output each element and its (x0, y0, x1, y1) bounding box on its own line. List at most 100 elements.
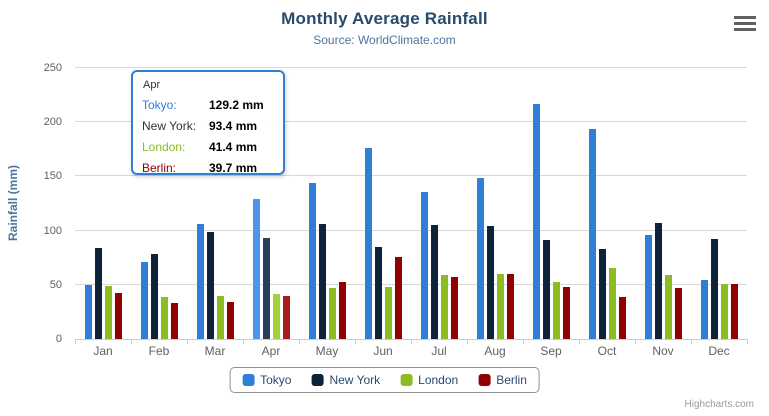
bar-new-york-feb[interactable] (150, 253, 158, 339)
x-axis-tick (579, 339, 580, 344)
bar-group-dec (700, 238, 738, 339)
bar-london-dec[interactable] (720, 283, 728, 339)
y-tick-label: 0 (55, 333, 62, 345)
hamburger-icon (734, 16, 756, 19)
bar-new-york-jul[interactable] (430, 225, 438, 339)
bar-tokyo-dec[interactable] (700, 280, 708, 339)
tooltip-row-london: London: 41.4 mm (142, 136, 274, 157)
y-tick-label: 50 (49, 278, 62, 291)
x-axis-tick (411, 339, 412, 344)
bar-tokyo-aug[interactable] (476, 178, 484, 339)
bar-new-york-oct[interactable] (598, 248, 606, 339)
x-category-label: Jul (431, 344, 447, 358)
x-category-label: Apr (261, 344, 281, 358)
bar-group-nov (644, 223, 682, 339)
highcharts-credit[interactable]: Highcharts.com (684, 399, 754, 410)
bar-group-feb (140, 253, 178, 339)
bar-berlin-mar[interactable] (226, 301, 234, 339)
bar-tokyo-jun[interactable] (364, 148, 372, 339)
x-category-label: Aug (484, 344, 506, 358)
legend-symbol-new-york (311, 374, 324, 386)
tooltip-series-label: Tokyo: (142, 97, 177, 112)
gridline-50 (75, 283, 747, 285)
chart-subtitle: Source: WorldClimate.com (313, 33, 456, 47)
legend-item-berlin[interactable]: Berlin (478, 373, 527, 387)
bar-london-may[interactable] (328, 288, 336, 339)
bar-new-york-aug[interactable] (486, 225, 494, 339)
bar-london-jun[interactable] (384, 286, 392, 339)
bar-new-york-may[interactable] (318, 224, 326, 339)
bar-group-jul (420, 192, 458, 339)
bar-group-may (308, 182, 346, 339)
bar-tokyo-nov[interactable] (644, 235, 652, 339)
bar-london-mar[interactable] (216, 296, 224, 339)
legend-label: Tokyo (260, 373, 292, 387)
bar-london-oct[interactable] (608, 268, 616, 339)
bar-berlin-jul[interactable] (450, 276, 458, 339)
bar-tokyo-feb[interactable] (140, 261, 148, 339)
tooltip-row-berlin: Berlin: 39.7 mm (142, 157, 274, 178)
bar-berlin-feb[interactable] (170, 303, 178, 339)
legend-label: London (418, 373, 459, 387)
bar-new-york-mar[interactable] (206, 232, 214, 339)
bar-london-jul[interactable] (440, 275, 448, 339)
gridline-250 (75, 67, 747, 68)
legend-item-tokyo[interactable]: Tokyo (242, 373, 291, 387)
x-axis-tick (187, 339, 188, 344)
bar-new-york-jan[interactable] (94, 248, 102, 339)
bar-tokyo-apr[interactable] (252, 198, 260, 339)
hamburger-icon (734, 28, 756, 31)
bar-group-apr (252, 198, 290, 339)
bar-group-mar (196, 223, 234, 339)
tooltip: Apr Tokyo: 129.2 mm New York: 93.4 mm London… (131, 70, 285, 175)
tooltip-series-value: 41.4 mm (209, 139, 258, 154)
bar-berlin-dec[interactable] (730, 283, 738, 339)
bar-tokyo-jul[interactable] (420, 192, 428, 339)
bar-berlin-aug[interactable] (506, 273, 514, 339)
bar-tokyo-may[interactable] (308, 182, 316, 339)
bar-new-york-apr[interactable] (262, 237, 270, 339)
legend-item-new-york[interactable]: New York (311, 373, 380, 387)
chart-title: Monthly Average Rainfall (281, 9, 488, 28)
tooltip-series-value: 93.4 mm (209, 118, 258, 133)
bar-new-york-nov[interactable] (654, 223, 662, 339)
hamburger-icon (734, 22, 756, 25)
x-axis-tick (299, 339, 300, 344)
legend: Tokyo New York London Berlin (229, 367, 540, 393)
tooltip-series-label: Berlin: (142, 160, 177, 175)
bar-london-aug[interactable] (496, 274, 504, 339)
bar-tokyo-mar[interactable] (196, 223, 204, 339)
bar-berlin-nov[interactable] (674, 288, 682, 339)
bar-tokyo-jan[interactable] (84, 284, 92, 339)
bar-berlin-may[interactable] (338, 282, 346, 339)
bar-new-york-jun[interactable] (374, 247, 382, 339)
x-axis-tick (747, 339, 748, 344)
bar-new-york-sep[interactable] (542, 240, 550, 339)
bar-london-feb[interactable] (160, 296, 168, 339)
bar-london-nov[interactable] (664, 274, 672, 339)
legend-symbol-tokyo (242, 374, 255, 386)
x-category-label: Feb (148, 344, 170, 358)
bar-berlin-jun[interactable] (394, 257, 402, 339)
bar-berlin-apr[interactable] (282, 296, 290, 339)
y-tick-label: 150 (43, 170, 62, 183)
bar-tokyo-oct[interactable] (588, 128, 596, 339)
bar-group-jun (364, 148, 402, 339)
bar-berlin-jan[interactable] (114, 293, 122, 339)
bar-tokyo-sep[interactable] (532, 104, 540, 339)
legend-item-london[interactable]: London (400, 373, 458, 387)
bar-berlin-oct[interactable] (618, 296, 626, 339)
gridline-200 (75, 121, 747, 123)
bar-new-york-dec[interactable] (710, 238, 718, 339)
x-category-label: Nov (652, 344, 674, 358)
y-axis-title: Rainfall (mm) (6, 164, 20, 242)
bar-london-sep[interactable] (552, 282, 560, 339)
export-menu-button[interactable] (734, 16, 756, 34)
bar-berlin-sep[interactable] (562, 287, 570, 339)
bar-london-jan[interactable] (104, 286, 112, 339)
legend-symbol-london (400, 374, 413, 386)
y-tick-label: 200 (43, 116, 62, 129)
plot-area (75, 67, 748, 344)
bar-london-apr[interactable] (272, 294, 280, 339)
